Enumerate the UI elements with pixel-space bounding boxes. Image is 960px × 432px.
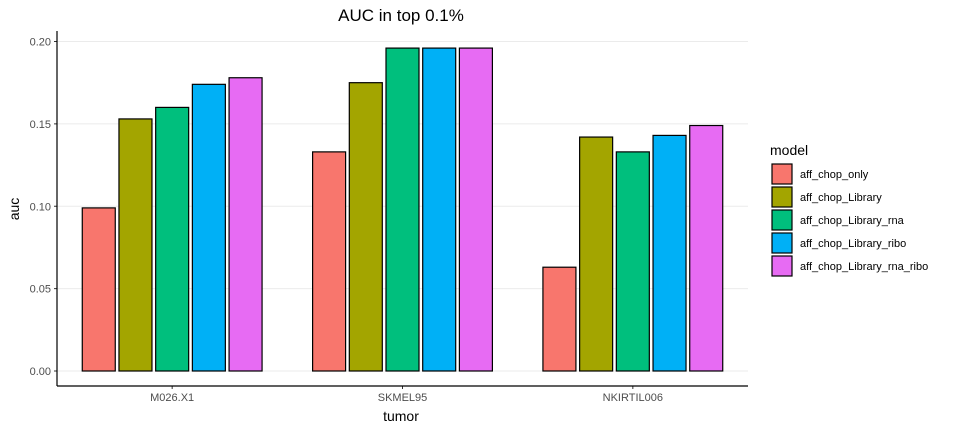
legend-label: aff_chop_Library_rna_ribo bbox=[800, 261, 928, 273]
bar-aff-chop-only-skmel95 bbox=[312, 151, 347, 372]
y-tick-label: 0.10 bbox=[30, 201, 51, 213]
tick-labels: 0.00 0.05 0.10 0.15 0.20 M026.X1 SKMEL95 NKIRTI… bbox=[30, 37, 663, 405]
x-tick-label: SKMEL95 bbox=[378, 392, 428, 404]
legend-label: aff_chop_Library bbox=[800, 192, 882, 204]
legend-label: aff_chop_only bbox=[800, 169, 869, 181]
bar-aff-chop-Library-ribo-skmel95 bbox=[422, 47, 457, 372]
bar-aff-chop-Library-skmel95 bbox=[348, 82, 383, 372]
bar-aff-chop-Library-rna-ribo-nkirtil006 bbox=[689, 124, 724, 372]
x-tick-label: NKIRTIL006 bbox=[603, 392, 663, 404]
x-tick-label: M026.X1 bbox=[150, 392, 194, 404]
y-axis-title: auc bbox=[6, 198, 22, 221]
x-axis-title: tumor bbox=[383, 408, 419, 424]
legend-key-aff-chop-Library-rna bbox=[771, 209, 793, 231]
bars bbox=[81, 47, 724, 372]
legend-key-aff-chop-Library bbox=[771, 186, 793, 208]
y-tick-label: 0.15 bbox=[30, 119, 51, 131]
bar-aff-chop-only-m026-x1 bbox=[81, 207, 116, 372]
legend-label: aff_chop_Library_rna bbox=[800, 215, 905, 227]
bar-aff-chop-Library-ribo-m026-x1 bbox=[191, 83, 226, 372]
y-tick-label: 0.05 bbox=[30, 284, 51, 296]
legend-key-aff-chop-Library-ribo bbox=[771, 232, 793, 254]
bar-aff-chop-Library-nkirtil006 bbox=[579, 136, 614, 372]
legend-key-aff-chop-only bbox=[771, 163, 793, 185]
y-tick-label: 0.00 bbox=[30, 366, 51, 378]
y-tick-label: 0.20 bbox=[30, 37, 51, 49]
legend-label: aff_chop_Library_ribo bbox=[800, 238, 906, 250]
legend-title: model bbox=[770, 142, 808, 158]
bar-aff-chop-Library-rna-nkirtil006 bbox=[615, 151, 650, 372]
axes bbox=[54, 31, 748, 389]
bar-aff-chop-only-nkirtil006 bbox=[542, 266, 577, 372]
bar-aff-chop-Library-m026-x1 bbox=[118, 118, 153, 372]
bar-aff-chop-Library-rna-ribo-m026-x1 bbox=[228, 77, 263, 372]
bar-aff-chop-Library-ribo-nkirtil006 bbox=[652, 134, 687, 372]
legend-key-aff-chop-Library-rna-ribo bbox=[771, 255, 793, 277]
chart-title: AUC in top 0.1% bbox=[338, 6, 464, 25]
bar-aff-chop-Library-rna-m026-x1 bbox=[155, 106, 190, 372]
bar-aff-chop-Library-rna-skmel95 bbox=[385, 47, 420, 372]
bar-aff-chop-Library-rna-ribo-skmel95 bbox=[458, 47, 493, 372]
legend: model aff_chop_only aff_chop_Library aff_c… bbox=[770, 142, 928, 277]
